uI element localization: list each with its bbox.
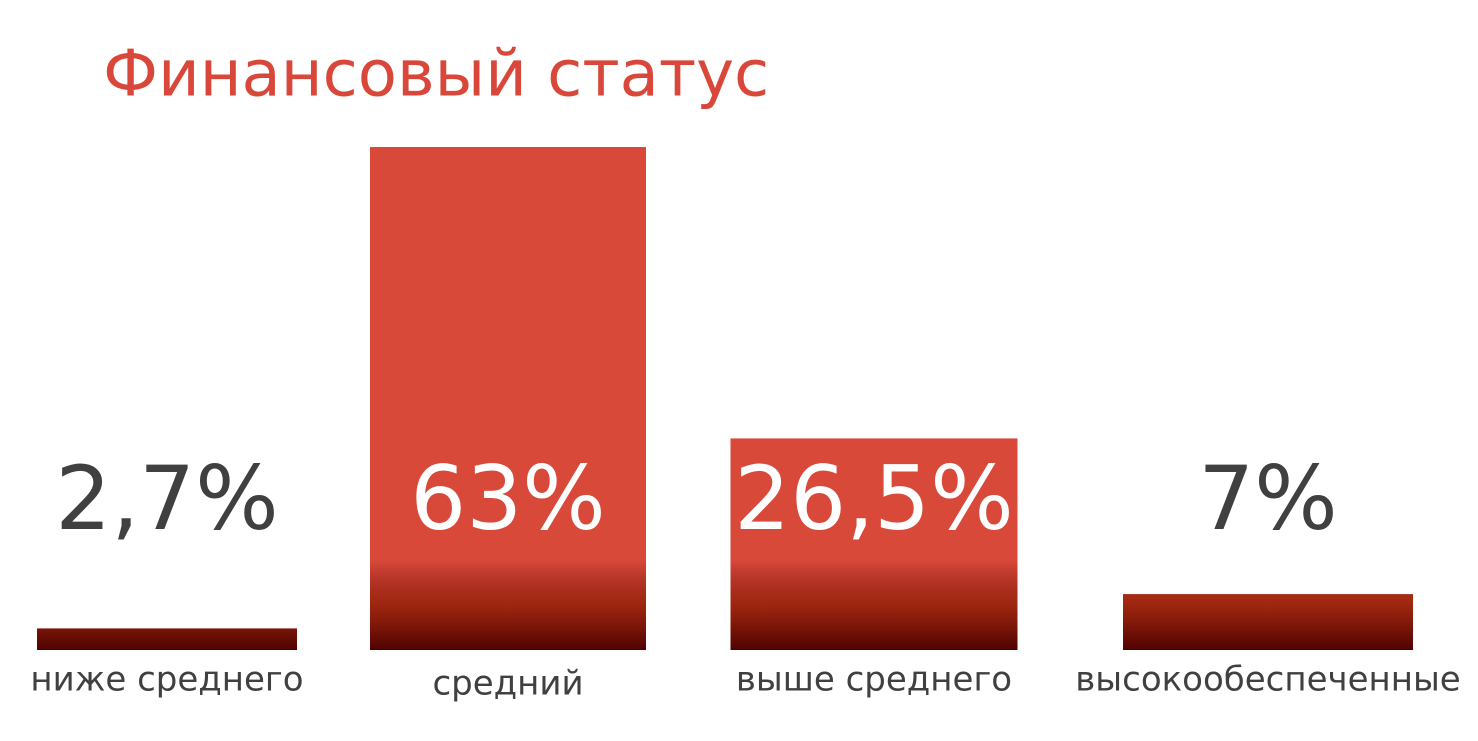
- bar-shade: [370, 560, 646, 650]
- category-label: ниже среднего: [30, 660, 303, 700]
- value-label: 2,7%: [55, 447, 279, 550]
- category-label: выше среднего: [736, 660, 1012, 700]
- bar-shade: [37, 628, 297, 650]
- bar-shade: [730, 560, 1018, 650]
- value-label: 7%: [1198, 447, 1338, 550]
- value-label: 26,5%: [734, 447, 1014, 550]
- category-label: высокообеспеченные: [1075, 660, 1460, 700]
- category-label: средний: [432, 664, 583, 704]
- bar-shade: [1123, 594, 1413, 650]
- chart-title: Финансовый статус: [103, 38, 769, 112]
- value-label: 63%: [410, 447, 606, 550]
